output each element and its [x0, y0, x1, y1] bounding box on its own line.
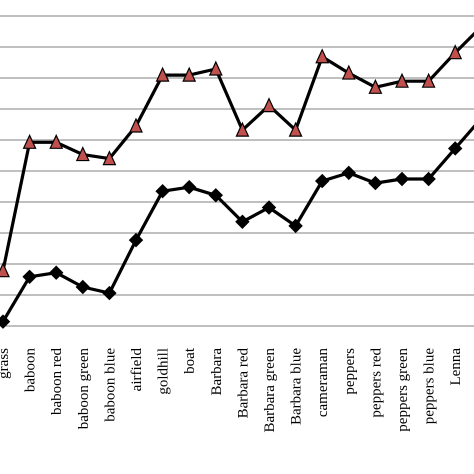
- diamond-marker: [181, 179, 197, 195]
- triangle-marker: [448, 44, 463, 60]
- diamond-marker: [341, 165, 357, 181]
- triangle-marker: [315, 48, 330, 64]
- diamond-marker: [314, 173, 330, 189]
- diamond-marker: [421, 171, 436, 187]
- triangle-marker: [341, 64, 356, 80]
- triangle-marker: [421, 72, 436, 88]
- diamond-marker: [155, 184, 170, 199]
- diamond-marker: [394, 171, 410, 187]
- series-markers: [0, 44, 463, 329]
- x-tick-label: airfield: [129, 348, 145, 392]
- x-tick-label: baboon: [23, 348, 39, 393]
- triangle-marker: [102, 150, 117, 166]
- triangle-marker: [182, 66, 197, 82]
- x-tick-label: grass: [0, 348, 12, 379]
- x-tick-label: Lenna: [448, 348, 464, 386]
- triangle-marker: [129, 117, 143, 133]
- x-tick-label: peppers blue: [422, 348, 438, 425]
- triangle-marker: [0, 262, 10, 278]
- triangle-marker: [262, 97, 276, 113]
- triangle-marker: [235, 121, 250, 137]
- x-tick-label: baboon blue: [102, 348, 118, 422]
- x-tick-labels: grass baboon baboon red baboon green baboon …: [0, 347, 464, 432]
- gridlines: [0, 15, 474, 327]
- x-tick-label: Barbara green: [262, 348, 278, 433]
- diamond-marker: [102, 285, 117, 301]
- diamond-marker: [22, 269, 37, 285]
- triangle-marker: [22, 133, 37, 149]
- triangle-marker: [288, 121, 303, 137]
- diamond-marker: [75, 279, 91, 295]
- x-tick-label: goldhill: [156, 348, 172, 395]
- diamond-marker: [48, 265, 64, 280]
- diamond-marker: [0, 314, 11, 329]
- diamond-marker: [368, 175, 383, 191]
- triangle-marker: [75, 146, 90, 162]
- triangle-marker: [155, 66, 170, 82]
- x-tick-label: Barbara: [209, 348, 225, 396]
- diamond-marker: [261, 200, 277, 215]
- diamond-marker: [208, 188, 224, 203]
- x-tick-label: peppers: [342, 348, 358, 395]
- diamond-marker: [235, 214, 250, 229]
- series-line-1: [1, 31, 474, 272]
- x-tick-label: boat: [182, 347, 198, 374]
- triangle-marker: [208, 60, 223, 76]
- diamond-marker: [447, 141, 463, 156]
- diamond-marker: [128, 232, 144, 248]
- triangle-marker: [49, 133, 64, 149]
- x-tick-label: peppers red: [368, 348, 384, 418]
- x-tick-label: Barbara blue: [289, 348, 305, 425]
- triangle-marker: [368, 78, 383, 94]
- x-tick-label: baboon green: [76, 348, 92, 430]
- x-tick-label: baboon red: [49, 348, 65, 416]
- x-tick-label: cameraman: [315, 348, 331, 418]
- diamond-marker: [288, 218, 303, 234]
- x-tick-label: peppers green: [395, 348, 411, 432]
- x-tick-label: Barbara red: [235, 348, 251, 419]
- triangle-marker: [395, 72, 409, 88]
